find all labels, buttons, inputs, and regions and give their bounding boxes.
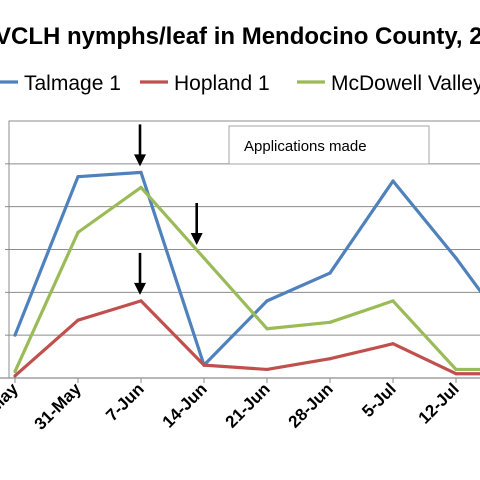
x-tick-label: 31-May xyxy=(31,379,86,434)
x-tick-label: 14-Jun xyxy=(159,379,211,431)
x-tick-label: 24-May xyxy=(0,379,22,434)
data-point xyxy=(328,357,332,361)
legend-item: Hopland 1 xyxy=(140,72,270,95)
data-point xyxy=(391,342,395,346)
x-tick-label: 28-Jun xyxy=(285,379,337,431)
series-line xyxy=(13,299,480,378)
data-point xyxy=(76,318,80,322)
series-talmage-1 xyxy=(13,170,480,367)
plot-area: Applications made 24-May 31-May 7-Jun 14-Jun… xyxy=(0,120,480,434)
data-point xyxy=(13,369,17,374)
x-tick-label: 7-Jun xyxy=(102,379,147,424)
legend-label: McDowell Valley xyxy=(331,72,480,95)
annotation-arrow xyxy=(134,124,146,167)
legend-label: Talmage 1 xyxy=(24,72,121,95)
data-point xyxy=(391,299,395,303)
data-point xyxy=(139,170,143,174)
x-tick-label: 5-Jul xyxy=(358,379,399,420)
arrow-head xyxy=(190,232,203,245)
data-point xyxy=(454,367,458,372)
arrow-head xyxy=(134,282,146,295)
data-point xyxy=(265,327,269,331)
annotation-arrow xyxy=(134,252,146,295)
annotation-box-label: Applications made xyxy=(244,138,367,155)
arrow-head xyxy=(134,154,146,167)
series-mcdowell-valley xyxy=(13,185,480,374)
series-hopland-1 xyxy=(13,299,480,378)
data-point xyxy=(202,363,206,367)
legend: Talmage 1 Hopland 1 McDowell Valley xyxy=(0,72,480,95)
data-point xyxy=(265,299,269,303)
series-line xyxy=(13,185,480,373)
chart-title: VCLH nymphs/leaf in Mendocino County, 20… xyxy=(0,23,480,50)
data-point xyxy=(265,367,269,372)
data-point xyxy=(76,175,80,179)
data-point xyxy=(13,333,17,337)
series-line xyxy=(13,170,480,367)
data-point xyxy=(202,256,206,260)
data-point xyxy=(391,179,395,183)
x-tick-label: 12-Jul xyxy=(415,379,463,427)
legend-item: Talmage 1 xyxy=(0,72,121,95)
legend-label: Hopland 1 xyxy=(174,72,270,95)
legend-item: McDowell Valley xyxy=(297,72,480,95)
annotation-box: Applications made xyxy=(228,125,430,165)
annotation-box-border xyxy=(228,125,430,165)
data-point xyxy=(454,372,458,376)
data-point xyxy=(76,230,80,234)
data-point xyxy=(139,185,143,189)
data-point xyxy=(139,299,143,303)
x-tick-label: 21-Jun xyxy=(222,379,274,431)
data-point xyxy=(454,256,458,260)
data-point xyxy=(13,374,17,378)
annotation-arrow xyxy=(190,202,203,245)
data-point xyxy=(328,320,332,324)
data-point xyxy=(328,271,332,275)
